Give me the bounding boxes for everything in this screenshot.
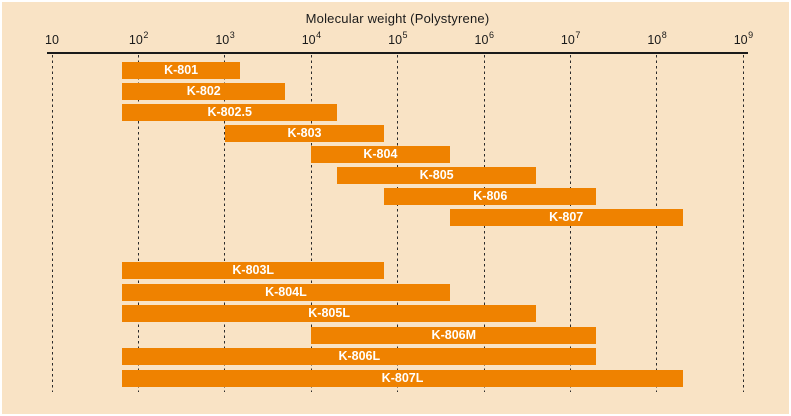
x-axis-tick-label: 107 (560, 29, 581, 47)
bar-label: K-803L (232, 263, 275, 277)
x-axis-tick-label: 104 (301, 29, 322, 47)
gridline (224, 55, 226, 392)
bar-label: K-805L (308, 306, 350, 320)
x-axis-tick-label: 10 (45, 33, 59, 47)
bar-k-804: K-804 (311, 146, 450, 163)
bar-k-807: K-807 (449, 209, 683, 226)
bar-label: K-802.5 (207, 105, 252, 119)
x-axis-tick-label: 102 (128, 29, 149, 47)
bar-k-805l: K-805L (122, 305, 537, 322)
gridline (742, 55, 744, 392)
x-axis-tick-label: 105 (388, 29, 408, 47)
bar-label: K-804L (265, 284, 307, 299)
bar-k-805: K-805 (337, 167, 536, 184)
bar-label: K-806 (473, 189, 508, 203)
bar-label: K-805 (419, 168, 454, 182)
gridline (310, 55, 312, 392)
bar-label: K-801 (164, 63, 199, 77)
bar-k-802: K-802 (122, 83, 286, 100)
gridline (397, 55, 399, 392)
bar-k-803: K-803 (224, 125, 385, 142)
chart-title: Molecular weight (Polystyrene) (305, 11, 490, 26)
x-axis-line (47, 52, 748, 54)
bar-label: K-802 (186, 84, 221, 98)
x-axis-tick-label: 106 (474, 29, 494, 47)
bar-k-804l: K-804L (122, 283, 450, 301)
gridline (51, 55, 53, 392)
bar-label: K-807L (381, 370, 424, 385)
bar-label: K-806L (338, 349, 381, 363)
bar-k-806: K-806 (384, 188, 597, 205)
x-axis-tick-label: 108 (647, 29, 667, 47)
bar-k-803l: K-803L (122, 262, 385, 279)
bar-k-806m: K-806M (311, 326, 597, 344)
x-axis-tick-label: 103 (215, 29, 235, 47)
bar-k-807l: K-807L (122, 369, 683, 387)
bar-label: K-807 (549, 210, 584, 224)
bar-label: K-806M (431, 327, 477, 342)
bar-k-806l: K-806L (122, 348, 597, 365)
bar-label: K-804 (363, 147, 398, 161)
bar-k-802-5: K-802.5 (122, 104, 338, 121)
bar-k-801: K-801 (122, 62, 240, 79)
x-axis-tick-label: 109 (733, 29, 754, 47)
gridline (137, 55, 139, 392)
bar-label: K-803 (287, 126, 322, 140)
